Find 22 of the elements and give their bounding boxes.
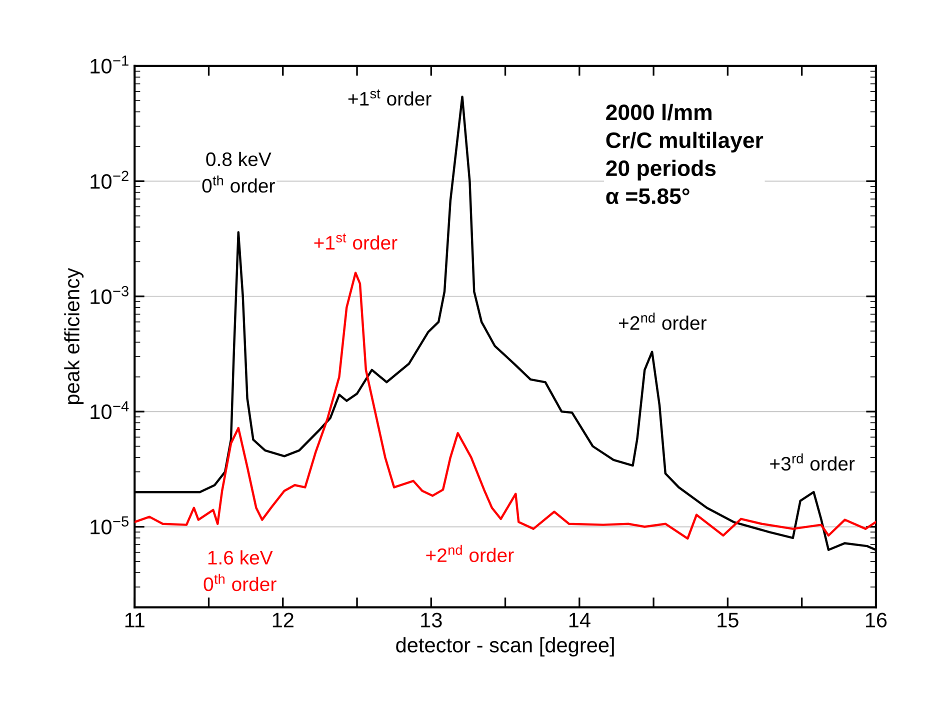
annotation: +2$^{nd}$ order <box>426 544 514 562</box>
y-tick-label: 10$^{−3}$ <box>90 286 128 304</box>
annotation: +2$^{nd}$ order <box>618 312 706 330</box>
annotation: 2000 l/mm Cr/C multilayer 20 periods α =5.85° <box>606 104 764 204</box>
y-tick-label: 10$^{−1}$ <box>90 56 128 74</box>
y-tick-label: 10$^{−5}$ <box>90 516 129 534</box>
y-axis-title: peak efficiency <box>64 268 84 404</box>
line-series <box>134 272 876 540</box>
annotation: 0.8 keV 0$^{th}$ order <box>202 152 275 193</box>
annotation: +3$^{rd}$ order <box>770 453 855 471</box>
x-tick-label: 14 <box>569 612 590 628</box>
x-tick-label: 16 <box>866 612 887 628</box>
x-tick-label: 12 <box>272 612 294 628</box>
annotation: 1.6 keV 0$^{th}$ order <box>204 550 276 592</box>
x-tick-label: 15 <box>718 612 738 628</box>
x-axis-title: detector - scan [degree] <box>396 637 614 657</box>
x-tick-label: 11 <box>125 612 144 628</box>
x-tick-label: 13 <box>421 612 442 628</box>
y-tick-label: 10$^{−2}$ <box>90 170 128 189</box>
annotation: +1$^{st}$ order <box>314 233 398 250</box>
annotation: +1$^{st}$ order <box>348 90 432 106</box>
y-tick-label: 10$^{−4}$ <box>90 401 129 420</box>
